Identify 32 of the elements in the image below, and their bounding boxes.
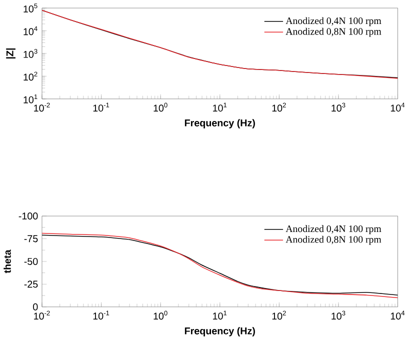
x-tick-label: 10$^{-1}$ [93, 102, 110, 112]
y-tick-label: 10$^{2}$ [24, 72, 38, 81]
x-tick-label: 10$^{3}$ [332, 310, 346, 320]
y-axis-title: theta [4, 250, 11, 274]
y-tick-label: -100 [18, 212, 38, 220]
x-tick-label: 10$^{2}$ [272, 102, 286, 112]
y-tick-label: 10$^{5}$ [24, 4, 38, 12]
y-tick-label: -25 [24, 280, 38, 288]
legend-label: Anodized 0,4N 100 rpm [286, 17, 382, 26]
x-axis-title: Frequency (Hz) [184, 119, 255, 128]
x-tick-label: 10$^{0}$ [154, 310, 168, 320]
x-tick-label: 10$^{2}$ [272, 310, 286, 320]
x-tick-label: 10$^{1}$ [213, 102, 227, 112]
y-tick-label: 0 [33, 303, 38, 310]
y-axis-title: |Z| [6, 48, 16, 58]
x-axis-title: Frequency (Hz) [184, 327, 255, 336]
y-tick-label: -75 [24, 235, 38, 242]
legend-label: Anodized 0,8N 100 rpm [286, 236, 382, 245]
y-tick-label: 10$^{1}$ [24, 94, 38, 104]
x-tick-label: 10$^{4}$ [390, 102, 405, 112]
x-tick-label: 10$^{-2}$ [34, 310, 50, 320]
legend-label: Anodized 0,4N 100 rpm [286, 225, 382, 234]
x-tick-label: 10$^{3}$ [332, 102, 346, 112]
x-tick-label: 10$^{4}$ [390, 310, 405, 320]
y-tick-label: 10$^{4}$ [24, 26, 38, 36]
legend-label: Anodized 0,8N 100 rpm [286, 28, 382, 37]
x-tick-label: 10$^{0}$ [154, 102, 168, 112]
y-tick-label: -50 [24, 258, 38, 265]
y-tick-label: 10$^{3}$ [24, 49, 38, 58]
x-tick-label: 10$^{-2}$ [34, 102, 50, 112]
x-tick-label: 10$^{1}$ [213, 310, 227, 320]
x-tick-label: 10$^{-1}$ [93, 310, 110, 320]
